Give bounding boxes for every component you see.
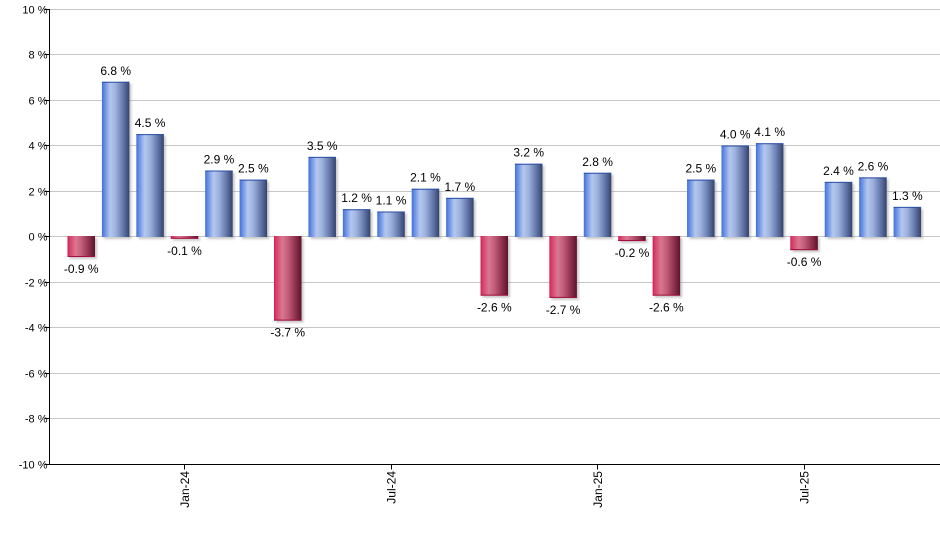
- svg-text:-0.9 %: -0.9 %: [64, 262, 99, 276]
- svg-text:-6 %: -6 %: [25, 369, 48, 381]
- svg-text:8 %: 8 %: [29, 50, 48, 62]
- svg-text:2.9 %: 2.9 %: [204, 153, 235, 167]
- svg-text:10 %: 10 %: [22, 5, 47, 17]
- svg-text:-2.6 %: -2.6 %: [477, 301, 512, 315]
- svg-text:-8 %: -8 %: [25, 414, 48, 426]
- svg-text:3.5 %: 3.5 %: [307, 139, 338, 153]
- svg-text:Jul-24: Jul-24: [384, 471, 398, 504]
- svg-text:2.1 %: 2.1 %: [410, 171, 441, 185]
- svg-text:1.3 %: 1.3 %: [892, 189, 923, 203]
- svg-text:-4 %: -4 %: [25, 323, 48, 335]
- svg-text:-0.6 %: -0.6 %: [787, 255, 822, 269]
- svg-text:4.5 %: 4.5 %: [135, 116, 166, 130]
- svg-text:2 %: 2 %: [29, 187, 48, 199]
- svg-text:Jan-24: Jan-24: [178, 471, 192, 508]
- svg-text:1.2 %: 1.2 %: [341, 191, 372, 205]
- svg-text:2.4 %: 2.4 %: [823, 164, 854, 178]
- svg-text:Jul-25: Jul-25: [797, 471, 811, 504]
- svg-text:1.1 %: 1.1 %: [376, 193, 407, 207]
- svg-text:6.8 %: 6.8 %: [100, 64, 131, 78]
- svg-text:4.0 %: 4.0 %: [720, 128, 751, 142]
- svg-text:Jan-25: Jan-25: [591, 471, 605, 508]
- svg-text:-0.1 %: -0.1 %: [167, 244, 202, 258]
- svg-text:-2 %: -2 %: [25, 278, 48, 290]
- svg-text:1.7 %: 1.7 %: [445, 180, 476, 194]
- svg-text:4 %: 4 %: [29, 141, 48, 153]
- svg-text:2.6 %: 2.6 %: [858, 159, 889, 173]
- svg-text:-0.2 %: -0.2 %: [615, 246, 650, 260]
- svg-text:-2.7 %: -2.7 %: [546, 303, 581, 317]
- svg-text:-2.6 %: -2.6 %: [649, 301, 684, 315]
- svg-text:-10 %: -10 %: [19, 460, 48, 472]
- svg-text:2.5 %: 2.5 %: [685, 162, 716, 176]
- svg-text:2.8 %: 2.8 %: [582, 155, 613, 169]
- svg-text:3.2 %: 3.2 %: [513, 146, 544, 160]
- svg-text:0 %: 0 %: [29, 232, 48, 244]
- svg-text:4.1 %: 4.1 %: [754, 125, 785, 139]
- svg-text:2.5 %: 2.5 %: [238, 162, 269, 176]
- svg-text:6 %: 6 %: [29, 96, 48, 108]
- svg-text:-3.7 %: -3.7 %: [270, 326, 305, 340]
